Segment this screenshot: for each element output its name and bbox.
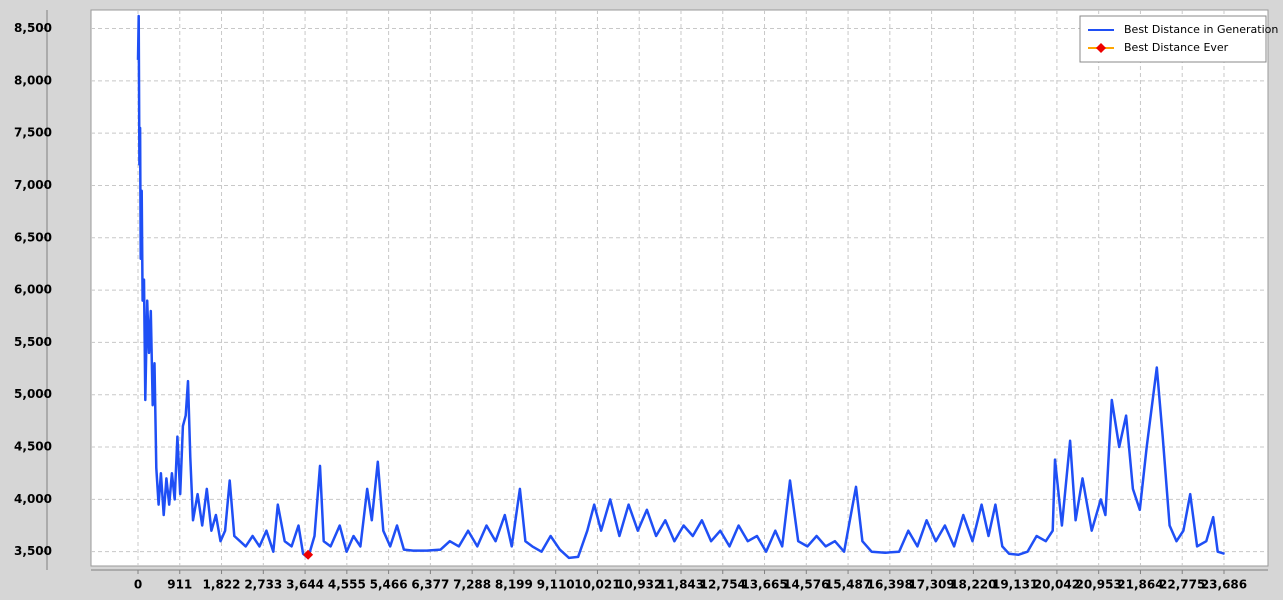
x-tick-label: 16,398 <box>867 578 913 592</box>
y-tick-label: 5,000 <box>14 387 52 401</box>
x-tick-label: 0 <box>134 578 142 592</box>
y-tick-label: 7,500 <box>14 126 52 140</box>
legend-label: Best Distance in Generation <box>1124 23 1278 36</box>
series-line <box>136 14 1225 560</box>
x-tick-label: 13,665 <box>741 578 787 592</box>
y-tick-label: 7,000 <box>14 178 52 192</box>
x-tick-label: 20,042 <box>1034 578 1080 592</box>
x-tick-label: 9,110 <box>537 578 575 592</box>
x-tick-label: 10,021 <box>574 578 620 592</box>
x-tick-label: 1,822 <box>203 578 241 592</box>
x-tick-label: 18,220 <box>950 578 996 592</box>
x-tick-label: 4,555 <box>328 578 366 592</box>
x-tick-label: 10,932 <box>616 578 662 592</box>
x-tick-label: 20,953 <box>1076 578 1122 592</box>
legend-marker <box>1096 43 1106 53</box>
x-tick-label: 23,686 <box>1201 578 1247 592</box>
marks <box>136 14 1225 560</box>
x-tick-label: 5,466 <box>370 578 408 592</box>
x-tick-label: 14,576 <box>783 578 829 592</box>
plot-area <box>90 9 1269 567</box>
y-tick-label: 3,500 <box>14 544 52 558</box>
x-tick-label: 8,199 <box>495 578 533 592</box>
y-tick-label: 6,500 <box>14 230 52 244</box>
legend-label: Best Distance Ever <box>1124 41 1229 54</box>
x-tick-label: 17,309 <box>908 578 954 592</box>
y-tick-label: 6,000 <box>14 283 52 297</box>
x-tick-label: 7,288 <box>453 578 491 592</box>
x-tick-label: 19,131 <box>992 578 1038 592</box>
point-marker <box>303 549 314 560</box>
x-tick-label: 15,487 <box>825 578 871 592</box>
y-tick-label: 8,000 <box>14 73 52 87</box>
x-tick-label: 6,377 <box>411 578 449 592</box>
x-tick-label: 2,733 <box>244 578 282 592</box>
grid <box>91 10 1268 566</box>
y-tick-label: 4,500 <box>14 440 52 454</box>
x-tick-label: 22,775 <box>1159 578 1205 592</box>
x-tick-label: 3,644 <box>286 578 324 592</box>
y-tick-label: 5,500 <box>14 335 52 349</box>
legend: Best Distance in Generation Best Distanc… <box>1079 15 1278 63</box>
tick-labels: 3,500 4,000 4,500 5,000 5,500 6,000 6,500 7,000… <box>14 21 1247 591</box>
x-tick-label: 21,864 <box>1117 578 1163 592</box>
y-tick-label: 4,000 <box>14 492 52 506</box>
x-tick-label: 12,754 <box>700 578 746 592</box>
x-tick-label: 11,843 <box>658 578 704 592</box>
legend-box <box>1079 15 1267 63</box>
x-tick-label: 911 <box>167 578 192 592</box>
y-tick-label: 8,500 <box>14 21 52 35</box>
